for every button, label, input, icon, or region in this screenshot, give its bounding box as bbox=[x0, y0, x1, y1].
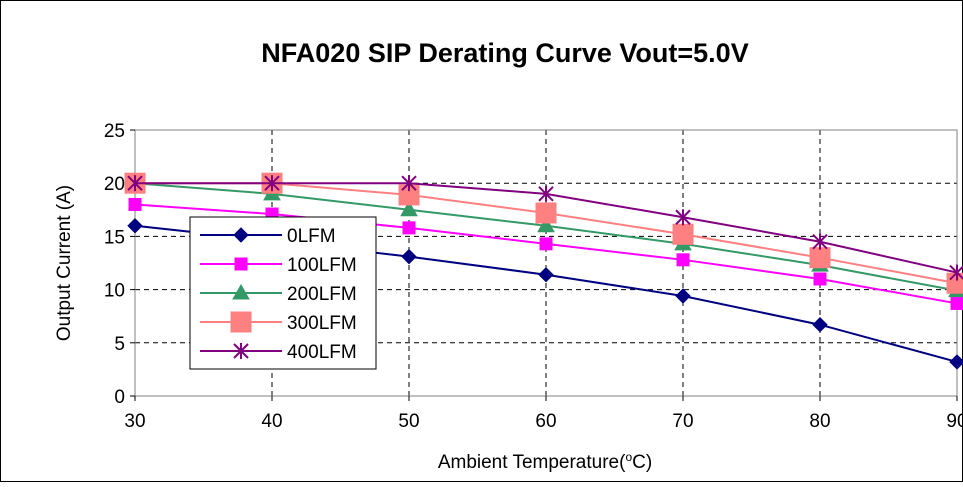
data-point-square bbox=[813, 272, 827, 286]
data-point-asterisk bbox=[233, 343, 249, 359]
y-tick-label: 10 bbox=[104, 281, 125, 302]
data-point-square-large bbox=[672, 223, 694, 245]
x-axis-label: Ambient Temperature(oC) bbox=[438, 450, 652, 473]
y-tick-label: 20 bbox=[104, 174, 125, 195]
data-point-asterisk bbox=[949, 264, 963, 281]
data-point-diamond bbox=[127, 218, 143, 234]
legend-entry-0lfm: 0LFM bbox=[200, 226, 336, 247]
x-tick-label: 40 bbox=[261, 411, 282, 432]
data-point-square bbox=[234, 257, 248, 271]
data-point-asterisk bbox=[127, 175, 143, 192]
data-point-triangle bbox=[537, 216, 555, 233]
legend-entry-400lfm: 400LFM bbox=[200, 342, 357, 363]
x-axis-ticks: 30 40 50 60 70 80 90 bbox=[124, 396, 963, 432]
data-point-asterisk bbox=[812, 233, 828, 250]
data-point-asterisk bbox=[538, 185, 554, 202]
y-tick-label: 5 bbox=[114, 334, 125, 355]
y-axis-ticks: 0 5 10 15 20 25 bbox=[104, 121, 135, 408]
series-100lfm bbox=[128, 197, 963, 310]
data-point-diamond bbox=[401, 248, 417, 265]
data-point-square-large bbox=[535, 202, 557, 224]
legend-label: 200LFM bbox=[287, 284, 357, 305]
data-point-diamond bbox=[812, 317, 828, 333]
legend-entry-200lfm: 200LFM bbox=[200, 283, 357, 305]
y-axis-label: Output Current (A) bbox=[54, 185, 75, 341]
x-tick-label: 50 bbox=[398, 411, 419, 432]
data-point-square bbox=[539, 237, 553, 251]
data-point-diamond bbox=[538, 266, 554, 283]
data-point-square bbox=[950, 296, 963, 310]
legend-entry-100lfm: 100LFM bbox=[200, 255, 357, 276]
chart-title: NFA020 SIP Derating Curve Vout=5.0V bbox=[261, 38, 748, 68]
legend-label: 100LFM bbox=[287, 255, 357, 276]
x-tick-label: 30 bbox=[124, 411, 145, 432]
x-axis-label-text: Ambient Temperature( bbox=[438, 452, 626, 473]
legend-entry-300lfm: 300LFM bbox=[200, 311, 357, 334]
x-tick-label: 60 bbox=[535, 411, 556, 432]
x-tick-label: 90 bbox=[946, 411, 963, 432]
data-point-triangle bbox=[232, 283, 250, 300]
y-tick-label: 25 bbox=[104, 121, 125, 142]
x-axis-label-unit: C) bbox=[632, 452, 652, 473]
legend-label: 400LFM bbox=[287, 342, 357, 363]
y-tick-label: 0 bbox=[114, 387, 125, 408]
data-point-triangle bbox=[400, 200, 418, 217]
data-point-asterisk bbox=[401, 175, 417, 192]
series-400lfm bbox=[127, 175, 963, 281]
data-point-diamond bbox=[233, 227, 249, 243]
x-axis-label-degree: o bbox=[625, 450, 632, 464]
x-tick-label: 70 bbox=[672, 411, 693, 432]
data-point-square bbox=[128, 197, 142, 211]
data-point-square bbox=[402, 221, 416, 235]
data-point-asterisk bbox=[675, 209, 691, 226]
legend-label: 300LFM bbox=[287, 313, 357, 334]
data-point-square-large bbox=[230, 311, 252, 333]
data-point-diamond bbox=[675, 288, 691, 304]
data-point-square bbox=[676, 253, 690, 267]
y-tick-label: 15 bbox=[104, 227, 125, 248]
data-point-diamond bbox=[949, 354, 963, 370]
legend-label: 0LFM bbox=[287, 226, 336, 247]
legend: 0LFM 100LFM 200LFM 300LFM 400LFM bbox=[189, 216, 377, 370]
x-tick-label: 80 bbox=[809, 411, 830, 432]
data-point-square-large bbox=[809, 247, 831, 269]
data-point-asterisk bbox=[264, 175, 280, 192]
